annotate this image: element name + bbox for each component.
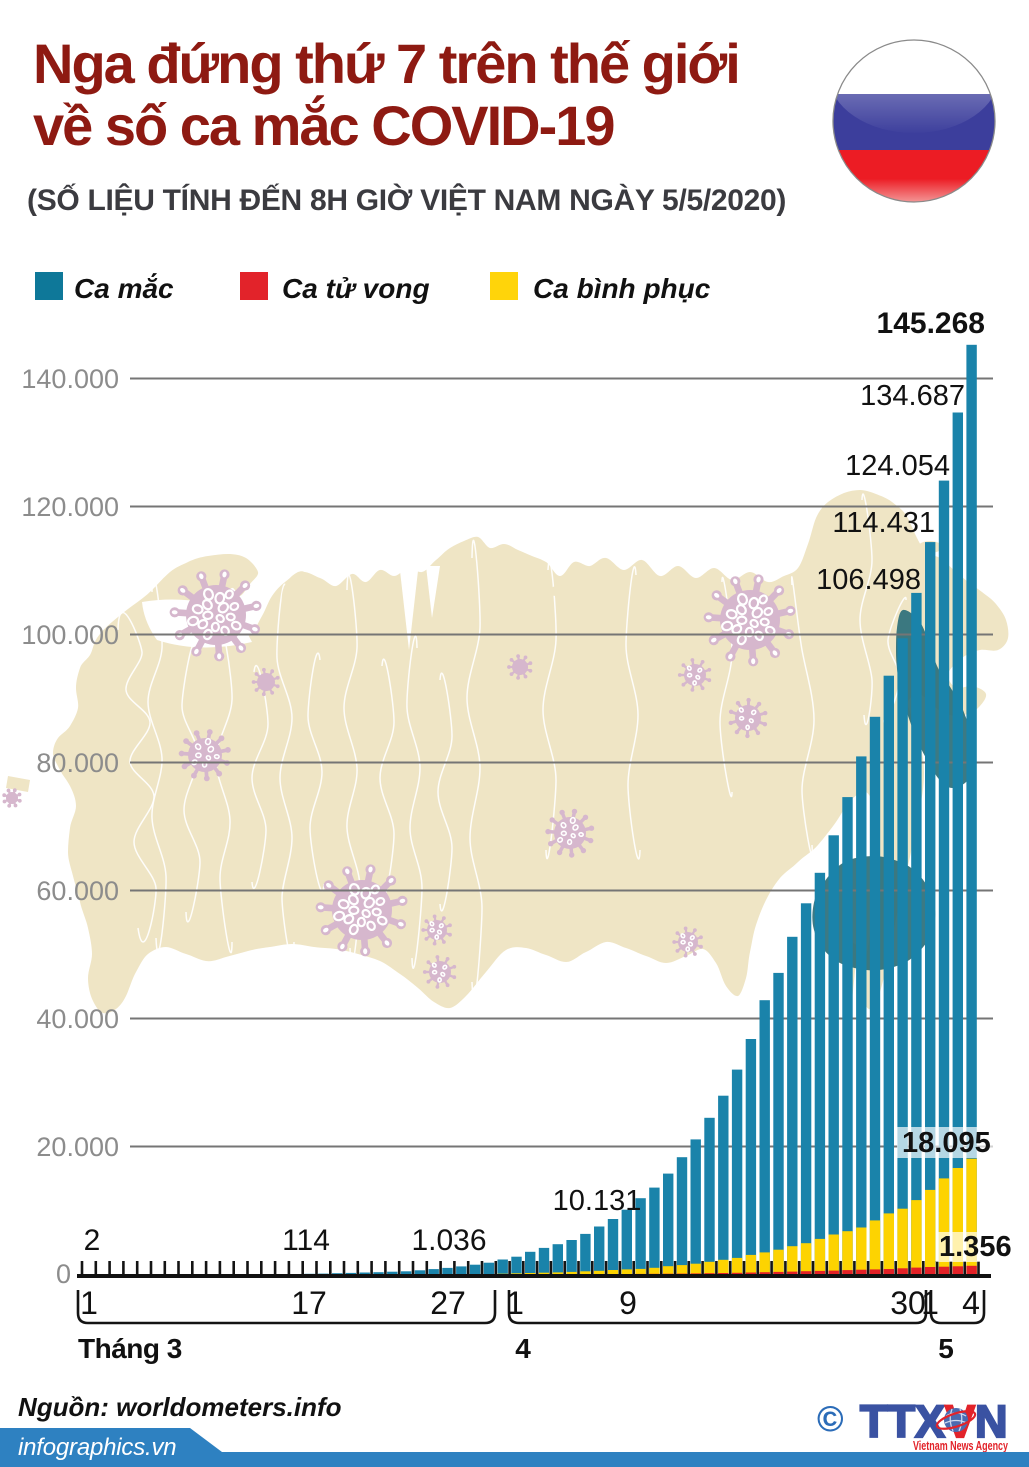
svg-text:100.000: 100.000 — [21, 620, 119, 650]
svg-text:106.498: 106.498 — [816, 564, 921, 596]
svg-text:60.000: 60.000 — [36, 876, 119, 906]
svg-text:TTXVN: TTXVN — [860, 1396, 1008, 1447]
svg-text:134.687: 134.687 — [860, 380, 965, 412]
svg-text:80.000: 80.000 — [36, 748, 119, 778]
svg-text:145.268: 145.268 — [877, 307, 985, 340]
svg-text:1.036: 1.036 — [411, 1224, 486, 1257]
svg-text:2: 2 — [84, 1224, 101, 1257]
svg-text:(SỐ LIỆU TÍNH ĐẾN 8H GIỜ VIỆT: (SỐ LIỆU TÍNH ĐẾN 8H GIỜ VIỆT NAM NGÀY 5… — [27, 183, 786, 217]
svg-text:Nga đứng thứ 7 trên thế giới: Nga đứng thứ 7 trên thế giới — [33, 32, 739, 95]
svg-text:124.054: 124.054 — [845, 450, 950, 482]
svg-text:Ca mắc: Ca mắc — [74, 273, 174, 304]
svg-text:114.431: 114.431 — [832, 507, 935, 539]
svg-text:114: 114 — [282, 1224, 330, 1257]
svg-text:4: 4 — [515, 1333, 531, 1364]
svg-text:Tháng 3: Tháng 3 — [78, 1333, 182, 1364]
svg-text:Ca tử vong: Ca tử vong — [282, 273, 430, 304]
svg-text:Vietnam News Agency: Vietnam News Agency — [913, 1438, 1009, 1453]
svg-text:18.095: 18.095 — [902, 1127, 991, 1159]
svg-text:Ca bình phục: Ca bình phục — [533, 273, 711, 304]
svg-text:140.000: 140.000 — [21, 364, 119, 394]
svg-text:17: 17 — [291, 1285, 327, 1321]
svg-text:4: 4 — [962, 1285, 980, 1321]
svg-text:20.000: 20.000 — [36, 1132, 119, 1162]
svg-text:30: 30 — [890, 1285, 926, 1321]
svg-text:1: 1 — [80, 1285, 98, 1321]
svg-text:infographics.vn: infographics.vn — [18, 1434, 176, 1461]
svg-text:0: 0 — [56, 1259, 71, 1289]
svg-text:120.000: 120.000 — [21, 492, 119, 522]
svg-text:10.131: 10.131 — [553, 1185, 642, 1217]
svg-text:1: 1 — [921, 1285, 939, 1321]
svg-text:1: 1 — [506, 1285, 524, 1321]
svg-text:9: 9 — [619, 1285, 637, 1321]
svg-text:Nguồn: worldometers.info: Nguồn: worldometers.info — [18, 1392, 342, 1422]
svg-text:27: 27 — [430, 1285, 466, 1321]
svg-text:5: 5 — [938, 1333, 954, 1364]
svg-text:về số ca mắc COVID-19: về số ca mắc COVID-19 — [33, 94, 614, 157]
svg-text:40.000: 40.000 — [36, 1004, 119, 1034]
svg-text:©: © — [817, 1398, 844, 1439]
svg-text:1.356: 1.356 — [939, 1231, 1012, 1263]
